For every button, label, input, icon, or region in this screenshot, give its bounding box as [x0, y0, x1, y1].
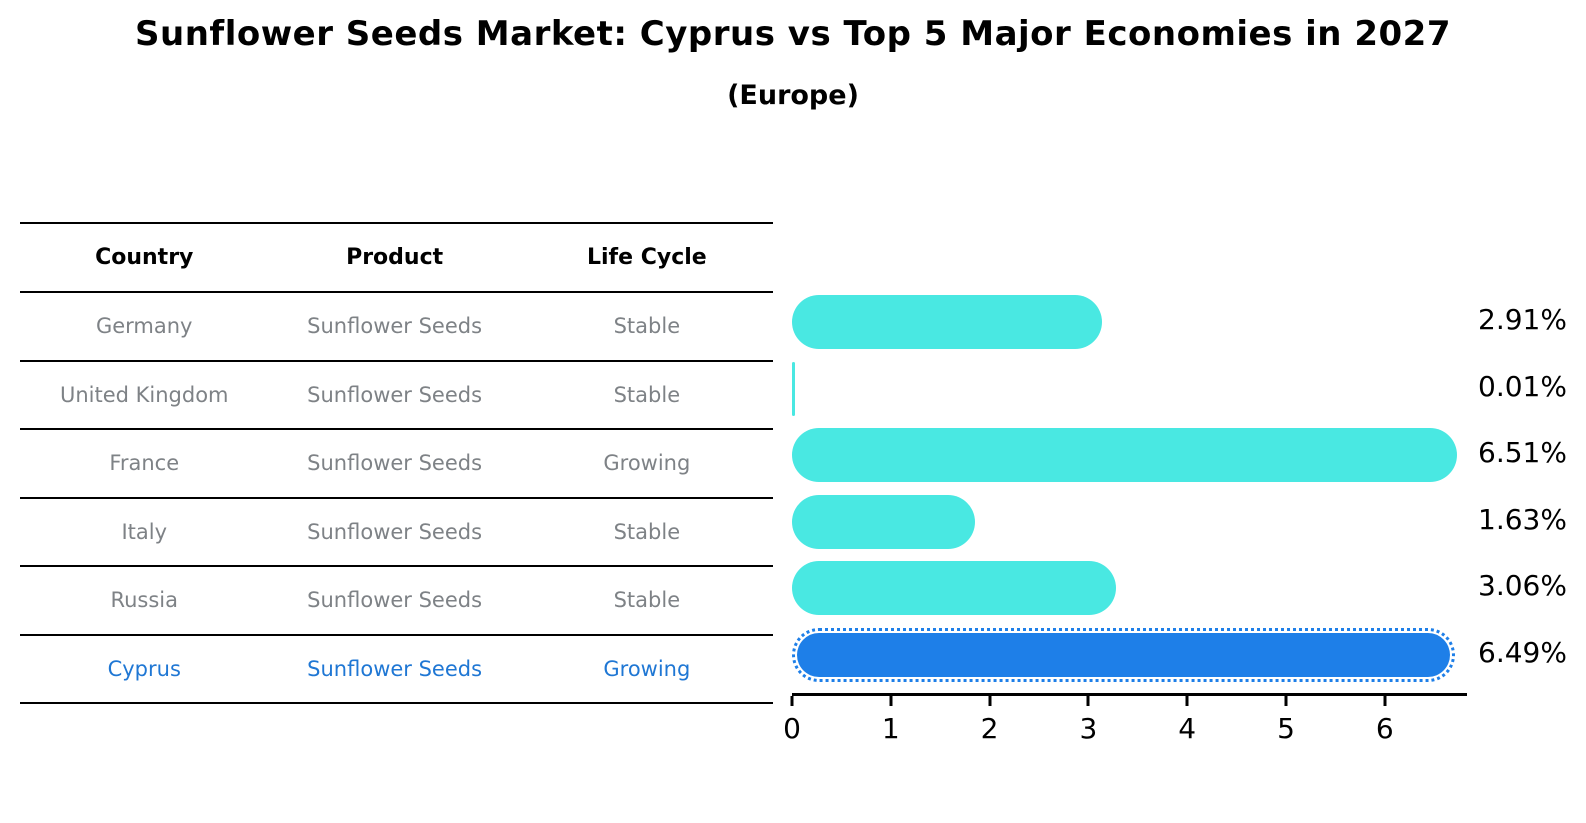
x-axis-tick	[1383, 696, 1387, 706]
table-cell-product: Sunflower Seeds	[307, 588, 483, 613]
bar-highlight	[792, 627, 1456, 682]
table-cell-country: Italy	[121, 519, 168, 544]
table-cell-life-cycle: Stable	[613, 588, 681, 613]
table-cell-country: Germany	[95, 314, 193, 339]
page-subtitle: (Europe)	[727, 80, 859, 111]
table-cell-country: Cyprus	[107, 656, 181, 681]
value-label: 0.01%	[1478, 369, 1567, 403]
table-header-life-cycle: Life Cycle	[587, 245, 707, 270]
value-label: 3.06%	[1478, 569, 1567, 602]
table-header-row: Country Product Life Cycle	[20, 222, 773, 291]
x-axis-tick	[988, 696, 992, 706]
table-cell-country: France	[109, 451, 180, 476]
table-cell-life-cycle: Stable	[613, 382, 681, 407]
table-cell-life-cycle: Growing	[603, 451, 691, 476]
table-body: Germany Sunflower Seeds Stable United Kingd…	[20, 291, 773, 704]
bar	[792, 494, 976, 549]
x-axis-tick	[1185, 696, 1189, 706]
value-label: 1.63%	[1478, 502, 1567, 536]
x-axis-tick-label: 6	[1375, 712, 1394, 745]
bar-chart: 2.91% 0.01% 6.51% 1.63% 3.06% 6.49% 0 1 2 3 4 5 6	[783, 222, 1567, 772]
table-cell-life-cycle: Stable	[613, 314, 681, 339]
market-table: Country Product Life Cycle Germany Sunflo…	[20, 222, 773, 704]
bar	[792, 561, 1117, 615]
x-axis-tick	[790, 696, 794, 706]
value-label: 2.91%	[1478, 303, 1567, 336]
table-row: Germany Sunflower Seeds Stable	[20, 291, 773, 360]
table-cell-product: Sunflower Seeds	[307, 656, 483, 681]
table-cell-life-cycle: Growing	[603, 656, 691, 681]
table-row: France Sunflower Seeds Growing	[20, 428, 773, 497]
table-cell-product: Sunflower Seeds	[307, 382, 483, 407]
table-cell-product: Sunflower Seeds	[307, 314, 483, 339]
table-header-country: Country	[95, 245, 194, 270]
table-row: Italy Sunflower Seeds Stable	[20, 496, 773, 566]
value-label: 6.51%	[1478, 436, 1567, 469]
table-row: Cyprus Sunflower Seeds Growing	[20, 633, 773, 704]
x-axis-tick-label: 0	[783, 712, 801, 745]
table-cell-life-cycle: Stable	[613, 519, 681, 544]
table-cell-product: Sunflower Seeds	[307, 519, 483, 544]
page-title: Sunflower Seeds Market: Cyprus vs Top 5 …	[135, 14, 1451, 54]
bar	[792, 428, 1458, 482]
bar	[792, 295, 1102, 349]
x-axis-tick-label: 3	[1079, 712, 1098, 745]
x-axis-tick-label: 4	[1178, 712, 1197, 745]
x-axis-line	[792, 693, 1467, 696]
bar	[792, 361, 795, 416]
table-header-product: Product	[346, 245, 444, 270]
table-cell-country: United Kingdom	[59, 382, 229, 407]
x-axis-tick	[889, 696, 893, 706]
table-cell-country: Russia	[110, 588, 179, 613]
x-axis-tick-label: 1	[881, 712, 900, 745]
x-axis-tick	[1086, 696, 1090, 706]
value-label: 6.49%	[1478, 635, 1567, 669]
x-axis-tick-label: 2	[980, 712, 999, 745]
table-cell-product: Sunflower Seeds	[307, 451, 483, 476]
x-axis-tick	[1284, 696, 1288, 706]
x-axis-tick-label: 5	[1277, 712, 1295, 745]
table-row: United Kingdom Sunflower Seeds Stable	[20, 359, 773, 429]
table-row: Russia Sunflower Seeds Stable	[20, 565, 773, 634]
bar-fill	[797, 632, 1451, 677]
